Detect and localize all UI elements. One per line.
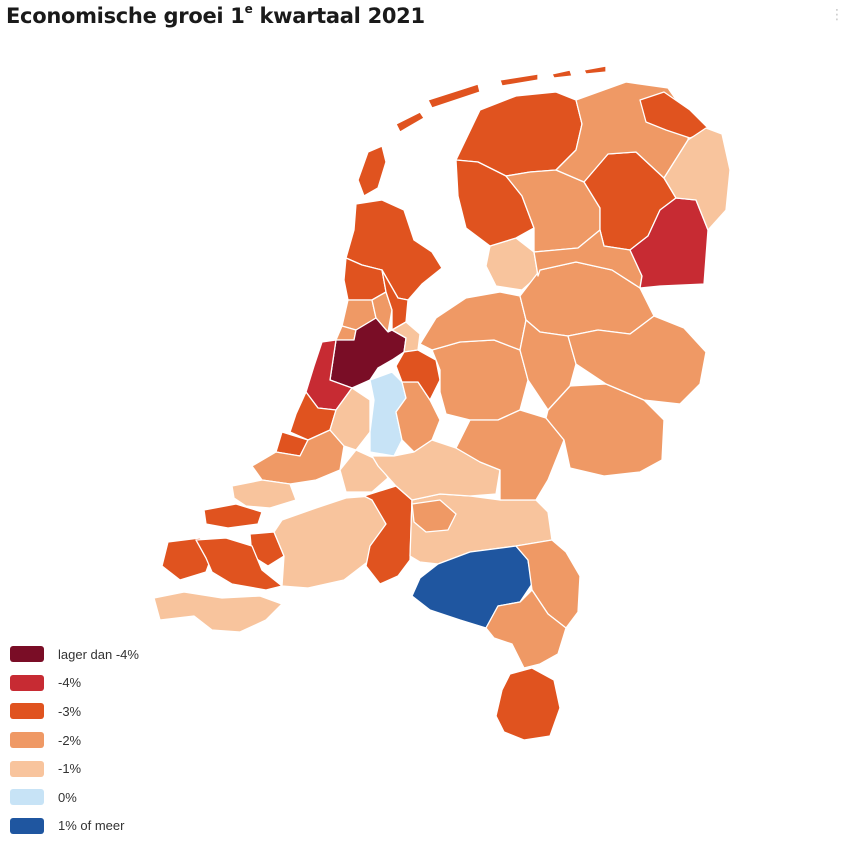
region-ameland[interactable] — [499, 73, 539, 87]
region-oost-groningen[interactable] — [663, 127, 731, 231]
legend-item: 1% of meer — [10, 812, 139, 841]
region-zuidwest-friesland[interactable] — [455, 159, 535, 247]
legend-item: 0% — [10, 783, 139, 812]
region-zeeuws-vlaanderen[interactable] — [153, 591, 283, 633]
legend-swatch — [10, 760, 44, 777]
legend-item: lager dan -4% — [10, 640, 139, 669]
region-texel[interactable] — [357, 145, 387, 197]
region-arnhem-nijmegen[interactable] — [455, 409, 565, 501]
page-title: Economische groei 1e kwartaal 2021 — [6, 2, 425, 28]
region-zuidoost-drenthe[interactable] — [629, 197, 709, 289]
region-noord-limburg[interactable] — [515, 539, 581, 629]
title-tail: kwartaal 2021 — [252, 4, 425, 28]
legend-label: 1% of meer — [58, 818, 125, 834]
region-gouda[interactable] — [329, 387, 371, 451]
region-flevoland[interactable] — [419, 291, 527, 351]
legend-label: -4% — [58, 675, 82, 691]
legend-swatch — [10, 817, 44, 834]
region-achterhoek[interactable] — [545, 383, 665, 477]
region-den-bosch[interactable] — [411, 499, 457, 533]
legend-swatch — [10, 789, 44, 806]
region-almere[interactable] — [395, 349, 441, 401]
legend-label: -2% — [58, 732, 82, 748]
title-superscript: e — [244, 2, 253, 16]
region-terschelling[interactable] — [427, 83, 481, 109]
legend-label: 0% — [58, 789, 77, 805]
region-schiermonnikoog[interactable] — [551, 69, 573, 79]
legend-label: -1% — [58, 761, 82, 777]
region-beveland[interactable] — [195, 537, 283, 591]
legend-label: lager dan -4% — [58, 646, 139, 662]
region-zaanstreek[interactable] — [371, 291, 393, 333]
legend-item: -1% — [10, 754, 139, 783]
legend-item: -3% — [10, 697, 139, 726]
legend-swatch — [10, 732, 44, 749]
legend-item: -2% — [10, 726, 139, 755]
region-midden-limburg[interactable] — [485, 589, 567, 669]
legend-item: -4% — [10, 669, 139, 698]
region-west-noord-brabant[interactable] — [273, 495, 387, 589]
region-vlieland[interactable] — [395, 111, 425, 133]
title-main: Economische groei 1 — [6, 4, 245, 28]
legend-label: -3% — [58, 703, 82, 719]
legend: lager dan -4% -4% -3% -2% -1% 0% 1% of m… — [10, 640, 139, 840]
region-rottumeroog[interactable] — [583, 65, 607, 75]
legend-swatch — [10, 674, 44, 691]
region-veluwe[interactable] — [431, 339, 529, 421]
legend-swatch — [10, 703, 44, 720]
legend-swatch — [10, 646, 44, 663]
region-schouwen[interactable] — [203, 503, 263, 529]
region-goeree[interactable] — [231, 479, 297, 509]
region-twente[interactable] — [567, 315, 707, 405]
region-zuid-limburg[interactable] — [495, 667, 561, 741]
